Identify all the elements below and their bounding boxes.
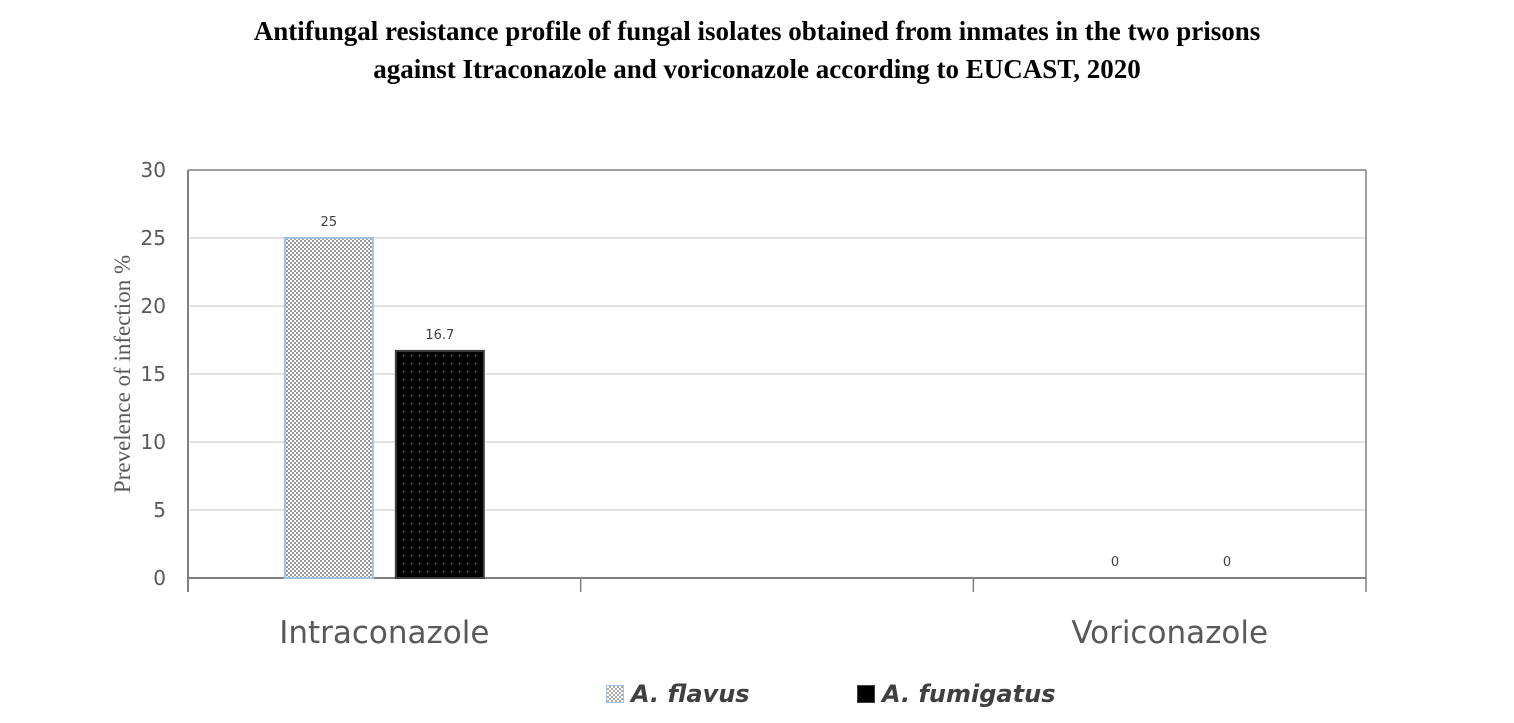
legend-item-a-flavus: A. flavus xyxy=(606,680,750,708)
data-label: 0 xyxy=(1111,555,1119,570)
chart-title-line-1: Antifungal resistance profile of fungal … xyxy=(253,16,1261,46)
x-category-label: Intraconazole xyxy=(279,615,489,651)
y-tick-label: 10 xyxy=(141,430,166,454)
legend-swatch-a-flavus xyxy=(606,685,624,703)
y-tick-label: 20 xyxy=(141,294,166,318)
data-label: 16.7 xyxy=(425,328,454,343)
legend-swatch-a-fumigatus xyxy=(857,685,875,703)
chart-title-line-2: against Itraconazole and voriconazole ac… xyxy=(373,54,1141,84)
x-category-label: Voriconazole xyxy=(1071,615,1268,651)
data-label: 25 xyxy=(321,215,338,230)
y-tick-label: 25 xyxy=(141,226,166,250)
y-tick-label: 5 xyxy=(153,498,166,522)
legend-item-a-fumigatus: A. fumigatus xyxy=(857,680,1055,708)
bar-a-fumigatus xyxy=(394,349,485,579)
legend-label: A. fumigatus xyxy=(882,680,1056,708)
y-tick-label: 0 xyxy=(153,566,166,590)
legend-label: A. flavus xyxy=(631,680,750,708)
y-tick-label: 30 xyxy=(141,158,166,182)
data-label: 0 xyxy=(1223,555,1231,570)
bar-a-flavus xyxy=(283,237,374,579)
y-axis-label: Prevelence of infection % xyxy=(110,255,135,493)
y-tick-label: 15 xyxy=(141,362,166,386)
